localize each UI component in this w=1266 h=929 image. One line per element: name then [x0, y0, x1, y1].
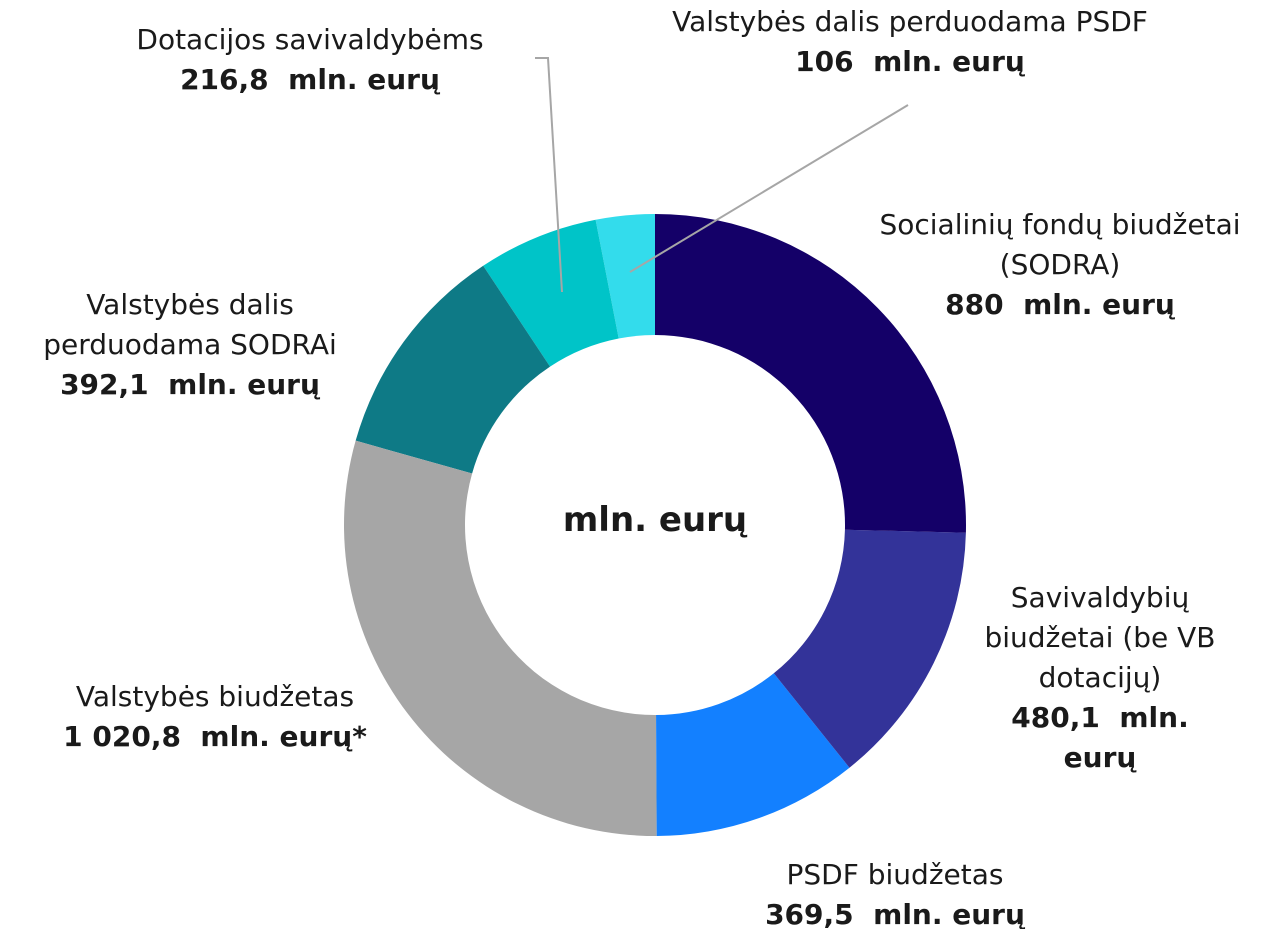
segment-label: Valstybės biudžetas 1 020,8 mln. eurų*: [0, 677, 430, 757]
value-label: 392,1 mln. eurų: [60, 368, 320, 401]
value-label: 369,5 mln. eurų: [765, 898, 1025, 929]
category-name: PSDF biudžetas: [786, 858, 1004, 891]
donut-segment: [483, 219, 619, 367]
category-name: Socialinių fondų biudžetai (SODRA): [879, 208, 1250, 281]
value-label: 216,8 mln. eurų: [180, 63, 440, 96]
segment-label: Valstybės dalis perduodama SODRAi 392,1 m…: [10, 285, 370, 405]
category-name: Valstybės dalis perduodama PSDF: [672, 5, 1148, 38]
segment-label: Valstybės dalis perduodama PSDF 106 mln. …: [600, 2, 1220, 82]
donut-segment: [655, 214, 966, 533]
donut-segment: [343, 440, 657, 836]
center-label: mln. eurų: [562, 500, 748, 540]
value-label: 1 020,8 mln. eurų*: [63, 720, 367, 753]
donut-segment: [773, 529, 966, 768]
category-name: Savivaldybių biudžetai (be VB dotacijų): [984, 581, 1225, 694]
category-name: Dotacijos savivaldybėms: [136, 23, 484, 56]
value-label: 106 mln. eurų: [795, 45, 1025, 78]
segment-label: Savivaldybių biudžetai (be VB dotacijų) 4…: [970, 578, 1230, 778]
donut-segment: [595, 214, 655, 339]
donut-segment: [355, 265, 551, 474]
category-name: Valstybės biudžetas: [75, 680, 355, 713]
donut-segment: [656, 673, 850, 836]
category-name: Valstybės dalis perduodama SODRAi: [43, 288, 337, 361]
segment-label: Socialinių fondų biudžetai (SODRA) 880 ml…: [835, 205, 1266, 325]
leader-line: [535, 57, 563, 293]
segment-label: PSDF biudžetas 369,5 mln. eurų: [695, 855, 1095, 929]
segment-label: Dotacijos savivaldybėms 216,8 mln. eurų: [60, 20, 560, 100]
leader-line: [629, 104, 909, 273]
value-label: 480,1 mln. eurų: [1011, 701, 1199, 774]
value-label: 880 mln. eurų: [945, 288, 1175, 321]
